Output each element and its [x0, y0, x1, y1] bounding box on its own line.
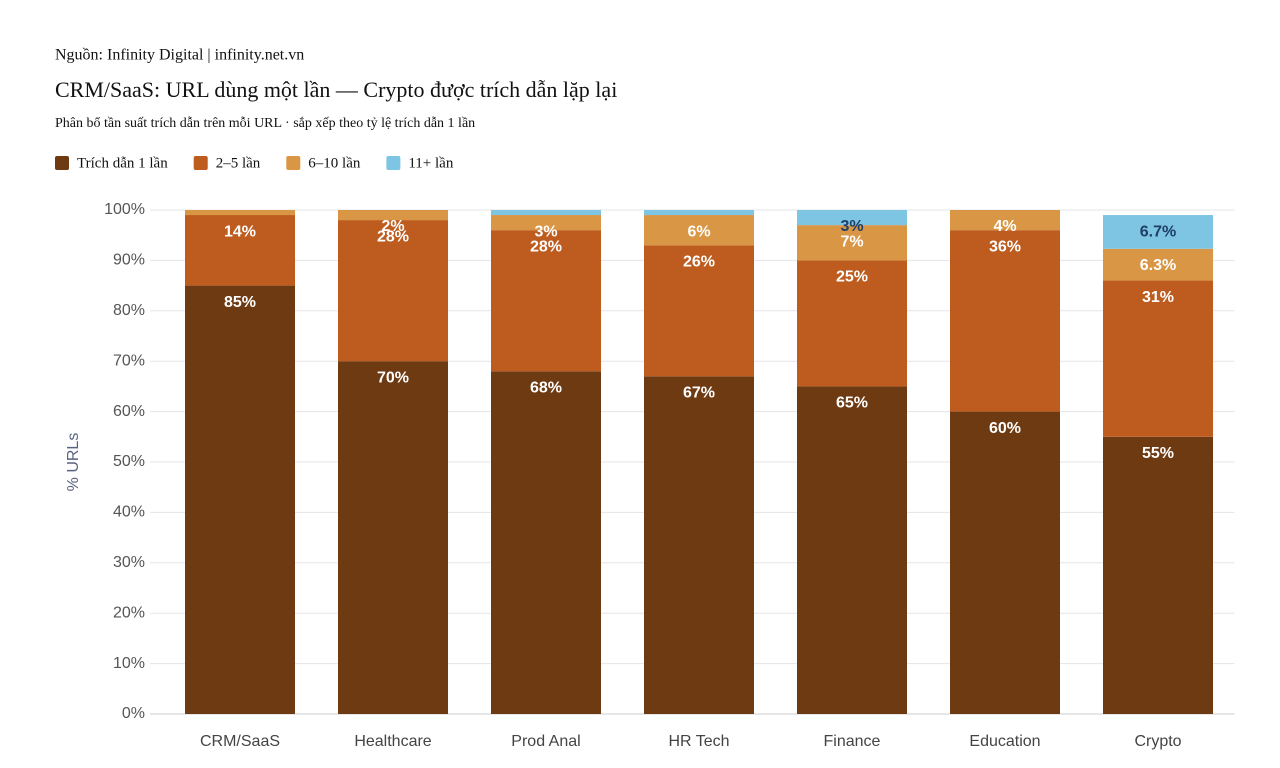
data-label: 67% [683, 385, 715, 402]
bar-segment [491, 230, 601, 372]
legend-label: 6–10 lần [308, 155, 361, 171]
data-label: 6.7% [1140, 223, 1176, 240]
x-tick-label: CRM/SaaS [200, 733, 280, 750]
legend-label: 11+ lần [408, 155, 453, 171]
data-label: 28% [530, 238, 562, 255]
x-tick-label: Finance [824, 733, 881, 750]
data-label: 3% [534, 223, 557, 240]
y-tick-label: 20% [113, 604, 145, 621]
y-tick-label: 30% [113, 554, 145, 571]
bar-segment [185, 210, 295, 216]
data-label: 28% [377, 228, 409, 245]
chart-title: CRM/SaaS: URL dùng một lần — Crypto được… [55, 77, 617, 102]
bar-segment [338, 220, 448, 362]
bar-segment [1103, 215, 1213, 249]
chart-subtitle: Phân bổ tần suất trích dẫn trên mỗi URL … [55, 116, 475, 131]
y-tick-label: 70% [113, 352, 145, 369]
data-label: 70% [377, 369, 409, 386]
y-tick-label: 10% [113, 655, 145, 672]
data-label: 6% [687, 223, 710, 240]
bar-segment [1103, 436, 1213, 714]
y-tick-label: 60% [113, 403, 145, 420]
x-tick-label: Prod Anal [511, 733, 580, 750]
y-tick-label: 80% [113, 302, 145, 319]
bar-segment [644, 245, 754, 377]
x-tick-label: HR Tech [668, 733, 729, 750]
bar-segment [185, 285, 295, 714]
data-label: 4% [993, 218, 1016, 235]
legend-swatch [286, 156, 301, 170]
data-label: 25% [836, 269, 868, 286]
legend-label: Trích dẫn 1 lần [77, 155, 168, 171]
data-label: 3% [840, 218, 863, 235]
data-label: 36% [989, 238, 1021, 255]
bar-segment [185, 215, 295, 286]
bar-segment [797, 386, 907, 714]
x-tick-label: Crypto [1134, 733, 1181, 750]
bar-segment [491, 215, 601, 231]
bar-segment [338, 210, 448, 221]
bar-segment [797, 260, 907, 387]
data-label: 55% [1142, 445, 1174, 462]
legend-swatch [193, 156, 208, 170]
bar-segment [644, 210, 754, 216]
source: Nguồn: Infinity Digital | infinity.net.v… [55, 47, 304, 64]
data-label: 31% [1142, 289, 1174, 306]
data-label: 14% [224, 223, 256, 240]
y-tick-label: 100% [104, 201, 145, 218]
legend-swatch [386, 156, 401, 170]
y-tick-label: 40% [113, 504, 145, 521]
bar-segment [338, 361, 448, 714]
bar-segment [491, 371, 601, 714]
y-axis-title: % URLs [65, 433, 82, 492]
bar-segment [797, 210, 907, 226]
legend-swatch [55, 156, 69, 170]
legend-label: 2–5 lần [216, 155, 261, 171]
bar-segment [644, 376, 754, 714]
x-tick-label: Education [969, 733, 1040, 750]
data-label: 85% [224, 294, 256, 311]
bar-segment [950, 210, 1060, 231]
x-tick-label: Healthcare [354, 733, 431, 750]
data-label: 2% [381, 218, 404, 235]
data-label: 26% [683, 253, 715, 270]
y-tick-label: 0% [122, 705, 145, 722]
data-label: 7% [840, 233, 863, 250]
bar-segment [950, 411, 1060, 714]
y-tick-label: 50% [113, 453, 145, 470]
bar-segment [1103, 248, 1213, 281]
data-label: 6.3% [1140, 257, 1176, 274]
bar-segment [950, 230, 1060, 412]
bar-segment [644, 215, 754, 246]
bar-segment [491, 210, 601, 216]
data-label: 68% [530, 379, 562, 396]
y-tick-label: 90% [113, 252, 145, 269]
data-label: 65% [836, 395, 868, 412]
bar-segment [797, 225, 907, 261]
data-label: 60% [989, 420, 1021, 437]
bar-segment [1103, 280, 1213, 437]
